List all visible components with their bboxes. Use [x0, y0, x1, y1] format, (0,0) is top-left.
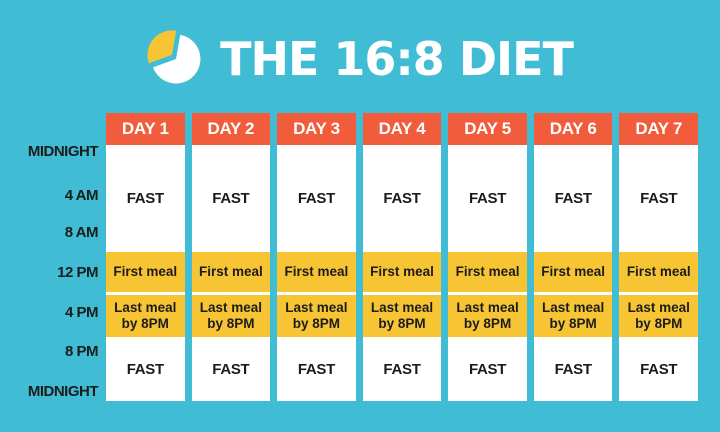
cell-last-meal: Last meal by 8PM	[277, 295, 356, 337]
cell-last-meal: Last meal by 8PM	[448, 295, 527, 337]
day-header: DAY 6	[533, 113, 613, 145]
time-label: MIDNIGHT	[27, 383, 99, 400]
cell-first-meal: First meal	[619, 252, 698, 292]
cell-fast-overnight: FAST	[106, 145, 185, 252]
title-bar: THE 16:8 DIET	[0, 30, 720, 88]
cell-first-meal: First meal	[277, 252, 356, 292]
cell-fast-overnight: FAST	[448, 145, 527, 252]
time-label: 4 PM	[64, 304, 99, 321]
cell-first-meal: First meal	[448, 252, 527, 292]
cell-fast-overnight: FAST	[533, 145, 613, 252]
day-header: DAY 7	[619, 113, 698, 145]
schedule-grid: DAY 1 FAST First meal Last meal by 8PM FAST DA…	[106, 113, 698, 401]
day-header: DAY 3	[277, 113, 356, 145]
time-label: 8 PM	[64, 343, 99, 360]
timeline: MIDNIGHT 4 AM 8 AM 12 PM 4 PM 8 PM MIDNIGHT	[0, 113, 99, 401]
day-column: DAY 6 FAST First meal Last meal by 8PM FAST	[533, 113, 613, 401]
cell-last-meal: Last meal by 8PM	[533, 295, 613, 337]
cell-fast-evening: FAST	[362, 337, 442, 401]
time-label: MIDNIGHT	[27, 143, 99, 160]
day-column: DAY 3 FAST First meal Last meal by 8PM FAST	[277, 113, 356, 401]
day-column: DAY 1 FAST First meal Last meal by 8PM FAST	[106, 113, 185, 401]
day-header: DAY 4	[362, 113, 442, 145]
cell-fast-evening: FAST	[619, 337, 698, 401]
day-header: DAY 1	[106, 113, 185, 145]
day-card: FAST First meal Last meal by 8PM FAST	[191, 145, 271, 401]
cell-first-meal: First meal	[191, 252, 271, 292]
day-header: DAY 5	[448, 113, 527, 145]
time-label: 8 AM	[64, 224, 99, 241]
cell-fast-evening: FAST	[448, 337, 527, 401]
day-column: DAY 5 FAST First meal Last meal by 8PM FAST	[448, 113, 527, 401]
time-label: 12 PM	[57, 264, 98, 281]
cell-first-meal: First meal	[106, 252, 185, 292]
day-column: DAY 2 FAST First meal Last meal by 8PM FAST	[191, 113, 271, 401]
cell-fast-evening: FAST	[106, 337, 185, 401]
day-card: FAST First meal Last meal by 8PM FAST	[619, 145, 698, 401]
cell-fast-evening: FAST	[277, 337, 356, 401]
cell-last-meal: Last meal by 8PM	[106, 295, 185, 337]
cell-fast-overnight: FAST	[619, 145, 698, 252]
day-column: DAY 7 FAST First meal Last meal by 8PM FAST	[619, 113, 698, 401]
day-card: FAST First meal Last meal by 8PM FAST	[106, 145, 185, 401]
day-card: FAST First meal Last meal by 8PM FAST	[533, 145, 613, 401]
day-card: FAST First meal Last meal by 8PM FAST	[448, 145, 527, 401]
time-label: 4 AM	[64, 187, 99, 204]
day-column: DAY 4 FAST First meal Last meal by 8PM FAST	[362, 113, 442, 401]
cell-fast-evening: FAST	[533, 337, 613, 401]
schedule-table: DAY 1 FAST First meal Last meal by 8PM FAST DA…	[106, 113, 698, 401]
day-header: DAY 2	[191, 113, 271, 145]
cell-fast-overnight: FAST	[362, 145, 442, 252]
cell-fast-overnight: FAST	[191, 145, 271, 252]
day-card: FAST First meal Last meal by 8PM FAST	[362, 145, 442, 401]
page-title: THE 16:8 DIET	[220, 32, 574, 86]
cell-first-meal: First meal	[362, 252, 442, 292]
cell-fast-overnight: FAST	[277, 145, 356, 252]
cell-last-meal: Last meal by 8PM	[619, 295, 698, 337]
day-card: FAST First meal Last meal by 8PM FAST	[277, 145, 356, 401]
cell-last-meal: Last meal by 8PM	[191, 295, 271, 337]
pie-chart-icon	[147, 30, 201, 84]
cell-first-meal: First meal	[533, 252, 613, 292]
cell-last-meal: Last meal by 8PM	[362, 295, 442, 337]
cell-fast-evening: FAST	[191, 337, 271, 401]
